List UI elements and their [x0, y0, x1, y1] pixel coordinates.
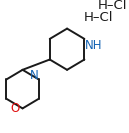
Text: NH: NH	[84, 39, 102, 52]
Text: O: O	[10, 102, 19, 115]
Text: H–Cl: H–Cl	[98, 0, 127, 13]
Text: H–Cl: H–Cl	[83, 11, 113, 24]
Text: N: N	[30, 69, 39, 82]
